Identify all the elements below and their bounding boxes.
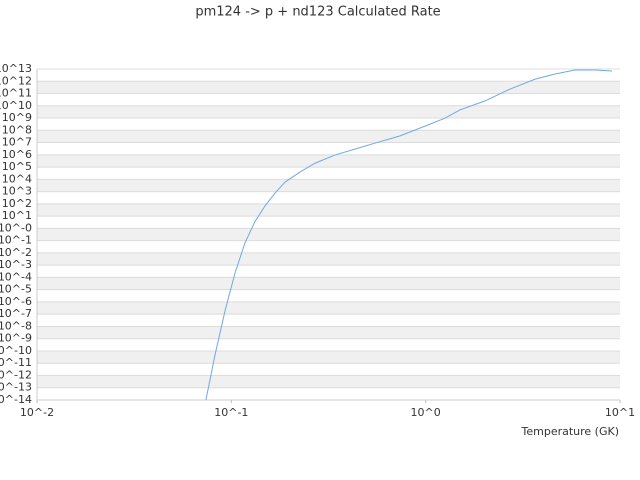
grid-band — [37, 130, 620, 143]
y-tick-label: 10^12 — [0, 74, 32, 87]
y-tick-label: 10^-1 — [0, 234, 32, 247]
y-tick-label: 10^-5 — [0, 283, 32, 296]
y-tick-label: 10^7 — [2, 136, 32, 149]
y-tick-label: 10^1 — [2, 209, 32, 222]
y-tick-label: 10^5 — [2, 160, 32, 173]
chart-title: pm124 -> p + nd123 Calculated Rate — [195, 5, 440, 20]
x-tick-label: 10^0 — [411, 406, 441, 419]
y-tick-label: 10^8 — [2, 123, 32, 136]
y-tick-label: 10^-12 — [0, 368, 32, 381]
y-tick-label: 10^-3 — [0, 258, 32, 271]
y-tick-label: 10^3 — [2, 185, 32, 198]
grid-band — [37, 375, 620, 388]
y-tick-label: 10^13 — [0, 62, 32, 75]
y-tick-label: 10^-7 — [0, 307, 32, 320]
y-tick-label: 10^-9 — [0, 332, 32, 345]
y-tick-label: 10^-14 — [0, 393, 32, 406]
y-tick-label: 10^10 — [0, 99, 32, 112]
grid-band — [37, 81, 620, 94]
grid-band — [37, 350, 620, 364]
y-tick-label: 10^-11 — [0, 356, 32, 369]
y-tick-label: 10^-6 — [0, 295, 32, 308]
grid-band — [37, 277, 620, 290]
grid-band — [37, 326, 620, 339]
x-tick-label: 10^-1 — [214, 406, 248, 419]
grid-band — [37, 301, 620, 315]
x-axis-label: Temperature (GK) — [521, 425, 620, 438]
y-tick-label: 10^-13 — [0, 381, 32, 394]
grid-band — [37, 203, 620, 217]
y-tick-label: 10^6 — [2, 148, 32, 161]
grid-band — [37, 252, 620, 266]
grid-band — [37, 105, 620, 119]
y-tick-label: 10^-0 — [0, 221, 32, 234]
data-line — [205, 69, 613, 401]
grid-band — [37, 154, 620, 168]
y-tick-label: 10^-4 — [0, 270, 32, 283]
x-tick-label: 10^1 — [605, 406, 635, 419]
y-tick-label: 10^2 — [2, 197, 32, 210]
y-tick-label: 10^-8 — [0, 319, 32, 332]
y-tick-label: 10^11 — [0, 87, 32, 100]
y-tick-label: 10^4 — [2, 172, 32, 185]
grid-band — [37, 228, 620, 241]
y-tick-label: 10^-10 — [0, 344, 32, 357]
y-tick-label: 10^-2 — [0, 246, 32, 259]
x-tick-label: 10^-2 — [20, 406, 54, 419]
grid-band — [37, 179, 620, 192]
y-tick-label: 10^9 — [2, 111, 32, 124]
